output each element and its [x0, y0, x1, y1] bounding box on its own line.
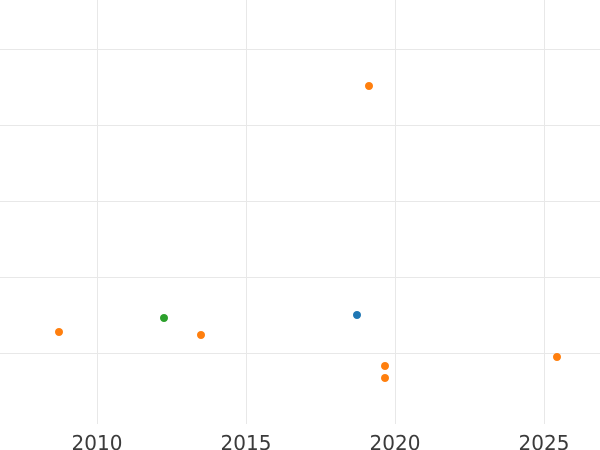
- data-point-orange-series: [381, 362, 389, 370]
- h-gridline: [0, 49, 600, 50]
- x-tick-label: 2025: [518, 431, 570, 450]
- data-point-orange-series: [197, 331, 205, 339]
- x-tick-label: 2020: [369, 431, 421, 450]
- data-point-orange-series: [55, 328, 63, 336]
- data-point-orange-series: [365, 82, 373, 90]
- data-point-green-series: [160, 314, 168, 322]
- data-point-blue-series: [353, 311, 361, 319]
- h-gridline: [0, 277, 600, 278]
- h-gridline: [0, 125, 600, 126]
- h-gridline: [0, 201, 600, 202]
- v-gridline: [544, 0, 545, 424]
- h-gridline: [0, 353, 600, 354]
- data-point-orange-series: [553, 353, 561, 361]
- x-tick-label: 2015: [220, 431, 272, 450]
- v-gridline: [97, 0, 98, 424]
- v-gridline: [395, 0, 396, 424]
- data-point-orange-series: [381, 374, 389, 382]
- x-tick-label: 2010: [71, 431, 123, 450]
- v-gridline: [246, 0, 247, 424]
